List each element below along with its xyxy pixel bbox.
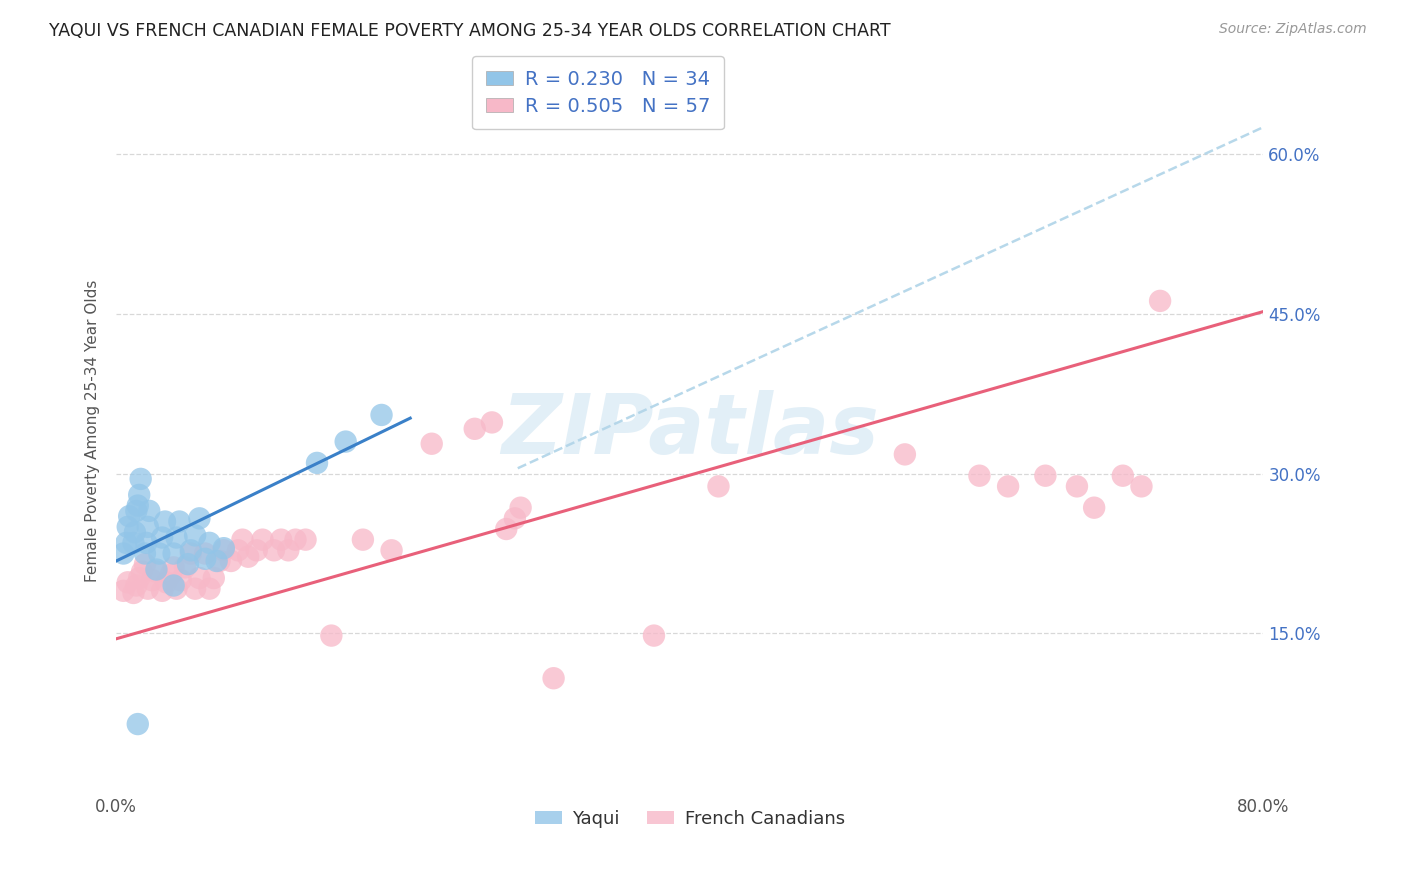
Point <box>1083 500 1105 515</box>
Point <box>112 583 135 598</box>
Point <box>321 629 343 643</box>
Point <box>155 575 177 590</box>
Point <box>1149 293 1171 308</box>
Point <box>420 436 443 450</box>
Point <box>194 547 217 561</box>
Point <box>150 583 173 598</box>
Point <box>184 528 207 542</box>
Point <box>1112 468 1135 483</box>
Text: Source: ZipAtlas.com: Source: ZipAtlas.com <box>1219 22 1367 37</box>
Point <box>159 567 181 582</box>
Point <box>153 515 176 529</box>
Point <box>464 422 486 436</box>
Point <box>125 504 148 518</box>
Point <box>1130 479 1153 493</box>
Point <box>1066 479 1088 493</box>
Point <box>246 543 269 558</box>
Point <box>162 560 184 574</box>
Point <box>194 552 217 566</box>
Point <box>117 575 139 590</box>
Point <box>212 541 235 556</box>
Point <box>166 531 188 545</box>
Point <box>127 717 149 731</box>
Y-axis label: Female Poverty Among 25-34 Year Olds: Female Poverty Among 25-34 Year Olds <box>86 280 100 582</box>
Text: YAQUI VS FRENCH CANADIAN FEMALE POVERTY AMONG 25-34 YEAR OLDS CORRELATION CHART: YAQUI VS FRENCH CANADIAN FEMALE POVERTY … <box>49 22 891 40</box>
Point <box>219 554 242 568</box>
Point <box>141 573 163 587</box>
Point <box>252 533 274 547</box>
Point <box>148 547 170 561</box>
Point <box>122 536 145 550</box>
Point <box>170 573 193 587</box>
Point <box>118 509 141 524</box>
Point <box>238 549 260 564</box>
Point <box>145 562 167 576</box>
Point <box>135 536 157 550</box>
Point <box>184 582 207 596</box>
Point <box>212 543 235 558</box>
Point <box>136 582 159 596</box>
Point <box>188 571 211 585</box>
Point <box>707 479 730 493</box>
Point <box>370 408 392 422</box>
Point <box>124 525 146 540</box>
Point <box>1035 468 1057 483</box>
Point <box>145 565 167 579</box>
Point <box>122 586 145 600</box>
Point <box>503 511 526 525</box>
Point <box>202 571 225 585</box>
Point <box>125 578 148 592</box>
Point <box>380 543 402 558</box>
Point <box>294 533 316 547</box>
Point <box>263 543 285 558</box>
Point <box>162 578 184 592</box>
Point <box>270 533 292 547</box>
Point <box>231 533 253 547</box>
Point <box>117 520 139 534</box>
Point <box>177 557 200 571</box>
Point <box>136 520 159 534</box>
Point <box>226 543 249 558</box>
Point <box>150 531 173 545</box>
Point <box>127 499 149 513</box>
Point <box>138 504 160 518</box>
Point <box>134 547 156 561</box>
Point <box>894 447 917 461</box>
Point <box>128 488 150 502</box>
Point <box>174 560 197 574</box>
Point <box>112 547 135 561</box>
Point <box>198 582 221 596</box>
Point <box>208 554 231 568</box>
Legend: Yaqui, French Canadians: Yaqui, French Canadians <box>527 803 852 835</box>
Point <box>481 416 503 430</box>
Point <box>969 468 991 483</box>
Point <box>205 554 228 568</box>
Point <box>115 536 138 550</box>
Point <box>134 557 156 571</box>
Point <box>335 434 357 449</box>
Point <box>131 565 153 579</box>
Point <box>166 582 188 596</box>
Point <box>180 543 202 558</box>
Point <box>129 472 152 486</box>
Point <box>495 522 517 536</box>
Point <box>128 571 150 585</box>
Point <box>543 671 565 685</box>
Point <box>169 515 191 529</box>
Point <box>305 456 328 470</box>
Point <box>997 479 1019 493</box>
Point <box>352 533 374 547</box>
Point <box>643 629 665 643</box>
Point <box>180 547 202 561</box>
Point <box>284 533 307 547</box>
Text: ZIPatlas: ZIPatlas <box>501 391 879 472</box>
Point <box>198 536 221 550</box>
Point <box>509 500 531 515</box>
Point <box>162 547 184 561</box>
Point <box>188 511 211 525</box>
Point <box>277 543 299 558</box>
